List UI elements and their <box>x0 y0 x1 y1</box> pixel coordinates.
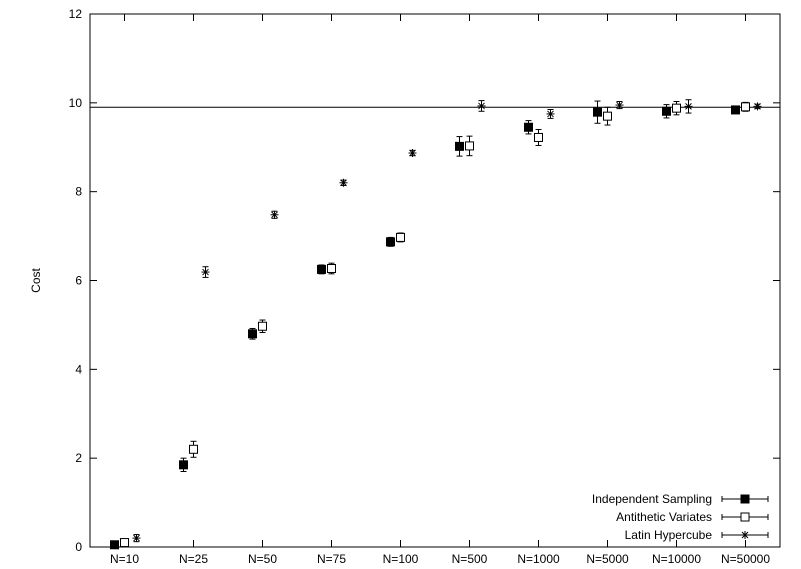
data-point <box>731 105 740 115</box>
data-point <box>455 141 464 151</box>
marker-stroke <box>754 103 761 110</box>
data-point <box>201 268 210 277</box>
data-point <box>110 540 119 550</box>
data-point <box>672 103 681 113</box>
y-tick-label: 6 <box>75 274 82 288</box>
data-point <box>753 102 762 111</box>
y-tick-label: 4 <box>75 362 82 376</box>
x-tick-label: N=10000 <box>652 552 701 566</box>
y-tick-label: 12 <box>69 7 83 21</box>
marker-stroke <box>685 103 692 110</box>
data-point <box>396 232 405 242</box>
legend-label: Independent Sampling <box>592 492 712 506</box>
y-tick-label: 0 <box>75 540 82 554</box>
x-tick-label: N=5000 <box>586 552 629 566</box>
series-star <box>132 99 762 543</box>
data-point <box>339 178 348 187</box>
data-point <box>408 149 417 158</box>
legend-entry: Latin Hypercube <box>625 528 769 542</box>
data-point <box>477 101 486 110</box>
axes: 0 2 4 6 8 10 12 N=10 N=25 N=50 N=75 N=100 N=500 N=100… <box>29 7 781 566</box>
data-point <box>546 109 555 118</box>
marker-stroke <box>616 101 623 109</box>
legend-label: Latin Hypercube <box>625 528 713 542</box>
data-point <box>179 460 188 470</box>
legend-label: Antithetic Variates <box>616 510 712 524</box>
marker-stroke <box>741 531 749 539</box>
data-point <box>524 122 533 132</box>
x-tick-label: N=50 <box>248 552 277 566</box>
y-tick-label: 10 <box>69 96 83 110</box>
data-point <box>270 210 279 219</box>
y-tick-label: 2 <box>75 451 82 465</box>
legend-marker <box>741 531 749 539</box>
x-tick-label: N=25 <box>179 552 208 566</box>
y-axis-label: Cost <box>29 268 43 293</box>
data-point <box>615 101 624 110</box>
marker-stroke <box>409 149 416 157</box>
data-point <box>132 534 141 543</box>
data-point <box>120 538 129 548</box>
marker-stroke <box>133 534 140 542</box>
x-tick-label: N=100 <box>383 552 419 566</box>
x-tick-label: N=50000 <box>721 552 770 566</box>
x-tick-label: N=1000 <box>517 552 560 566</box>
data-point <box>386 237 395 247</box>
marker-stroke <box>340 179 347 187</box>
series-layer <box>110 99 762 550</box>
data-point <box>593 107 602 117</box>
series-open-square <box>120 101 750 548</box>
data-point <box>189 444 198 454</box>
data-point <box>684 102 693 111</box>
data-point <box>465 141 474 151</box>
data-point <box>327 264 336 274</box>
x-tick-label: N=10 <box>110 552 139 566</box>
data-point <box>258 321 267 331</box>
marker-stroke <box>202 268 209 276</box>
marker-stroke <box>271 211 278 219</box>
legend-entry: Antithetic Variates <box>616 510 769 524</box>
marker-stroke <box>478 102 485 110</box>
x-tick-label: N=75 <box>317 552 346 566</box>
data-point <box>248 329 257 339</box>
data-point <box>662 106 671 116</box>
legend-marker <box>740 494 750 504</box>
plot-frame <box>89 13 781 548</box>
legend: Independent Sampling Antithetic Variates L… <box>592 492 769 542</box>
x-tick-label: N=500 <box>452 552 488 566</box>
y-tick-label: 8 <box>75 185 82 199</box>
marker-stroke <box>547 110 554 118</box>
legend-entry: Independent Sampling <box>592 492 769 506</box>
series-filled-square <box>110 100 740 550</box>
data-point <box>741 102 750 112</box>
data-point <box>603 111 612 121</box>
data-point <box>317 264 326 274</box>
data-point <box>534 132 543 142</box>
legend-marker <box>740 512 750 522</box>
